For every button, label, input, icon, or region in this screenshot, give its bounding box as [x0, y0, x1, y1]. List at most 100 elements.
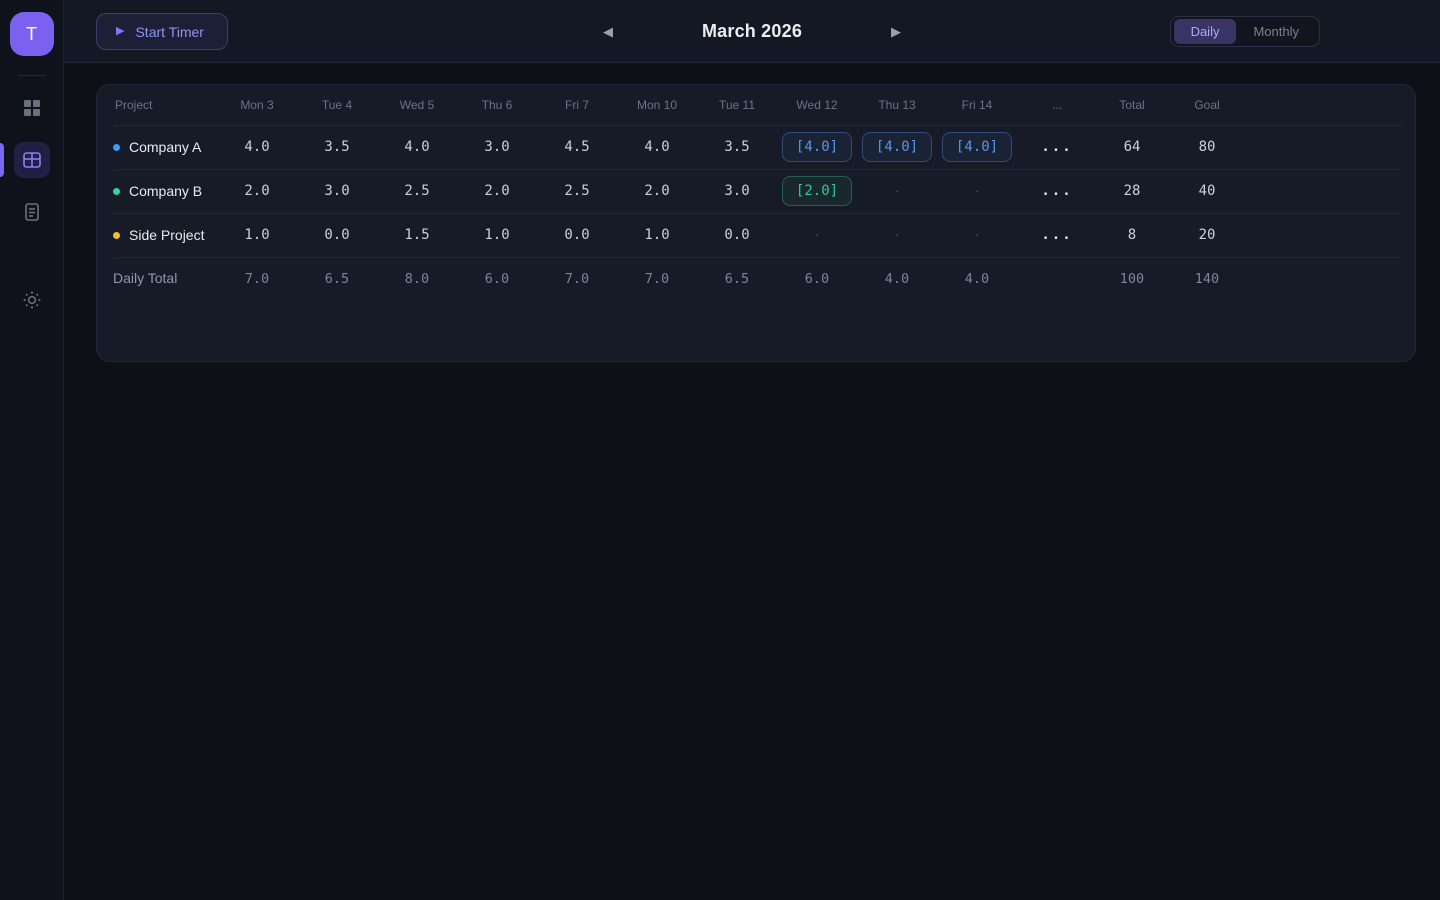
- day-cell: 4.5: [537, 125, 617, 170]
- day-cell: [4.0]: [857, 125, 937, 170]
- day-cell-value[interactable]: 1.0: [644, 227, 670, 243]
- daily-total-value: 8.0: [404, 271, 430, 288]
- prev-month-button[interactable]: ◀: [597, 20, 619, 44]
- header-col: ...: [1017, 85, 1097, 126]
- sidebar-item-reports[interactable]: [14, 194, 50, 230]
- total-value: 64: [1123, 139, 1141, 155]
- sidebar-item-timesheet[interactable]: [0, 142, 50, 178]
- day-cell: 0.0: [537, 213, 617, 258]
- day-cell-value: ...: [1041, 139, 1073, 155]
- day-cell: ·: [777, 213, 857, 258]
- header-col: Wed 5: [377, 85, 457, 126]
- goal-cell: 20: [1167, 213, 1247, 258]
- main-content: Project Mon 3 Tue 4 Wed 5 Thu 6 Fri 7 Mon 10 Tu…: [64, 63, 1440, 900]
- sidebar: T: [0, 0, 64, 900]
- day-cell: ·: [937, 169, 1017, 214]
- daily-total-cell: 6.5: [297, 257, 377, 301]
- next-month-button[interactable]: ▶: [885, 20, 907, 44]
- day-cell-value[interactable]: 3.5: [724, 139, 750, 155]
- total-cell: 8: [1097, 213, 1167, 258]
- sidebar-item-theme[interactable]: [14, 282, 50, 318]
- grand-goal-value: 140: [1194, 271, 1220, 288]
- daily-total-value: 4.0: [884, 271, 910, 288]
- header-col: Mon 10: [617, 85, 697, 126]
- day-cell-value[interactable]: 2.5: [404, 183, 430, 199]
- day-cell-value[interactable]: ·: [974, 182, 980, 198]
- day-cell-value[interactable]: [4.0]: [782, 132, 852, 162]
- daily-total-cell: 7.0: [537, 257, 617, 301]
- sidebar-nav: [0, 90, 63, 318]
- day-cell-value[interactable]: 4.0: [644, 139, 670, 155]
- day-cell: 2.5: [377, 169, 457, 214]
- daily-total-value: 6.0: [484, 271, 510, 288]
- document-icon: [23, 202, 41, 222]
- day-cell-value[interactable]: 1.5: [404, 227, 430, 243]
- daily-total-value: 7.0: [644, 271, 670, 288]
- view-toggle: Daily Monthly: [1169, 16, 1320, 47]
- day-cell-value[interactable]: ·: [974, 226, 980, 242]
- day-cell-value[interactable]: ·: [814, 226, 820, 242]
- day-cell-value[interactable]: 3.0: [484, 139, 510, 155]
- day-cell-value[interactable]: ·: [894, 226, 900, 242]
- day-cell-value: ...: [1041, 227, 1073, 243]
- project-color-dot: [113, 187, 120, 195]
- day-cell-value[interactable]: [4.0]: [942, 132, 1012, 162]
- play-icon: ▶: [116, 25, 125, 37]
- daily-total-cell: 7.0: [617, 257, 697, 301]
- active-indicator: [0, 143, 4, 177]
- day-cell-value[interactable]: 3.5: [324, 139, 350, 155]
- day-cell-value[interactable]: 2.0: [644, 183, 670, 199]
- header-col: Goal: [1167, 85, 1247, 126]
- day-cell-value[interactable]: 4.0: [404, 139, 430, 155]
- sun-icon: [22, 290, 42, 310]
- table-icon: [22, 150, 42, 170]
- sidebar-item-dashboard[interactable]: [14, 90, 50, 126]
- grid-icon: [23, 99, 41, 117]
- day-cell-value[interactable]: [4.0]: [862, 132, 932, 162]
- project-cell[interactable]: Side Project: [113, 227, 217, 243]
- start-timer-label: Start Timer: [135, 23, 204, 40]
- day-cell: ·: [857, 213, 937, 258]
- avatar[interactable]: T: [9, 12, 54, 56]
- project-cell[interactable]: Company A: [113, 139, 217, 155]
- day-cell-value[interactable]: 0.0: [324, 227, 350, 243]
- day-cell: 4.0: [377, 125, 457, 170]
- goal-value: 80: [1198, 139, 1216, 155]
- day-cell: 0.0: [297, 213, 377, 258]
- table-header-row: Project Mon 3 Tue 4 Wed 5 Thu 6 Fri 7 Mon 10 Tu…: [113, 85, 1401, 126]
- day-cell-value[interactable]: 3.0: [324, 183, 350, 199]
- project-name: Company A: [129, 139, 202, 155]
- header-col: Tue 11: [697, 85, 777, 126]
- day-cell: ·: [937, 213, 1017, 258]
- day-cell-value[interactable]: 0.0: [724, 227, 750, 243]
- daily-total-value: 6.5: [724, 271, 750, 288]
- day-cell-value[interactable]: 2.0: [244, 183, 270, 199]
- toggle-monthly[interactable]: Monthly: [1236, 19, 1316, 44]
- total-value: 8: [1127, 227, 1137, 243]
- project-name: Side Project: [129, 227, 205, 243]
- day-cell-value[interactable]: 4.0: [244, 139, 270, 155]
- day-cell-value[interactable]: ·: [894, 182, 900, 198]
- timesheet-table: Project Mon 3 Tue 4 Wed 5 Thu 6 Fri 7 Mon 10 Tu…: [113, 85, 1401, 301]
- day-cell-value[interactable]: [2.0]: [782, 176, 852, 206]
- day-cell-value[interactable]: 1.0: [484, 227, 510, 243]
- day-cell: ·: [857, 169, 937, 214]
- day-cell-value[interactable]: 4.5: [564, 139, 590, 155]
- day-cell: 1.0: [217, 213, 297, 258]
- day-cell: 3.0: [697, 169, 777, 214]
- day-cell: 1.0: [457, 213, 537, 258]
- toggle-daily[interactable]: Daily: [1173, 19, 1237, 44]
- day-cell-value[interactable]: 1.0: [244, 227, 270, 243]
- day-cell-value[interactable]: 0.0: [564, 227, 590, 243]
- project-cell[interactable]: Company B: [113, 183, 217, 199]
- daily-total-cell: 6.5: [697, 257, 777, 301]
- header-col: Fri 7: [537, 85, 617, 126]
- start-timer-button[interactable]: ▶ Start Timer: [96, 13, 228, 50]
- header-col: Thu 13: [857, 85, 937, 126]
- day-cell-value[interactable]: 3.0: [724, 183, 750, 199]
- grand-total-value: 100: [1119, 271, 1145, 288]
- day-cell-value[interactable]: 2.0: [484, 183, 510, 199]
- day-cell: 1.5: [377, 213, 457, 258]
- goal-cell: 40: [1167, 169, 1247, 214]
- day-cell-value[interactable]: 2.5: [564, 183, 590, 199]
